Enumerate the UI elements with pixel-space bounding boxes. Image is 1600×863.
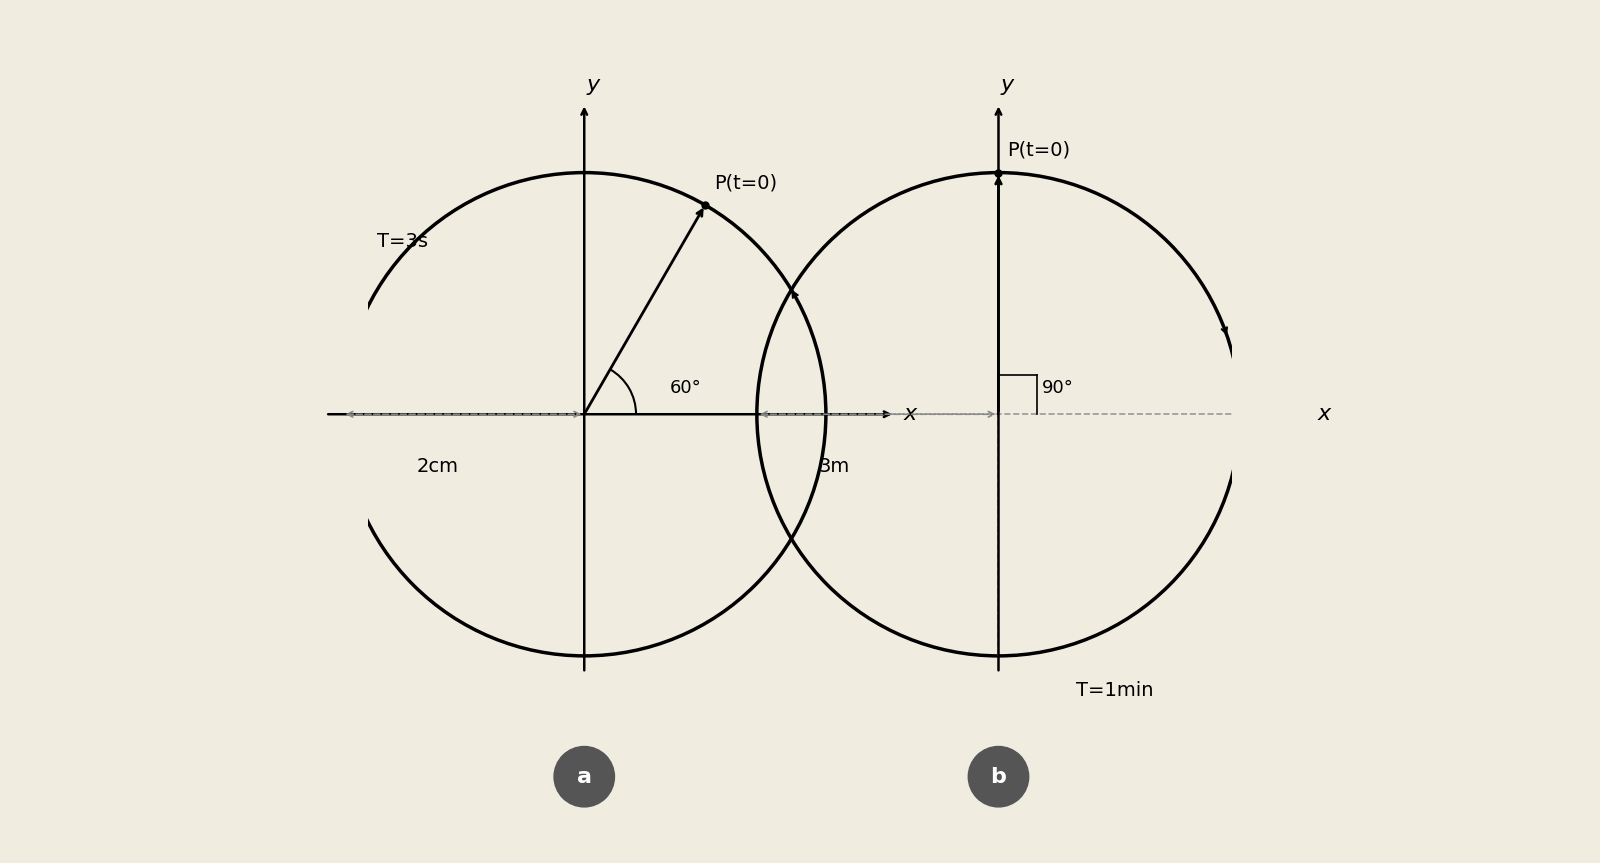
Text: b: b: [990, 766, 1006, 787]
Text: x: x: [904, 404, 917, 425]
Text: T=3s: T=3s: [378, 232, 429, 251]
Text: 90°: 90°: [1042, 380, 1074, 397]
Text: P(t=0): P(t=0): [1006, 141, 1070, 160]
Text: y: y: [586, 75, 600, 95]
Circle shape: [968, 746, 1029, 807]
Text: 60°: 60°: [670, 380, 702, 397]
Text: y: y: [1000, 75, 1014, 95]
Text: P(t=0): P(t=0): [714, 173, 778, 192]
Text: x: x: [1318, 404, 1331, 425]
Text: 2cm: 2cm: [416, 457, 459, 476]
Circle shape: [554, 746, 614, 807]
Text: a: a: [576, 766, 592, 787]
Text: 3m: 3m: [819, 457, 850, 476]
Text: T=1min: T=1min: [1077, 681, 1154, 700]
